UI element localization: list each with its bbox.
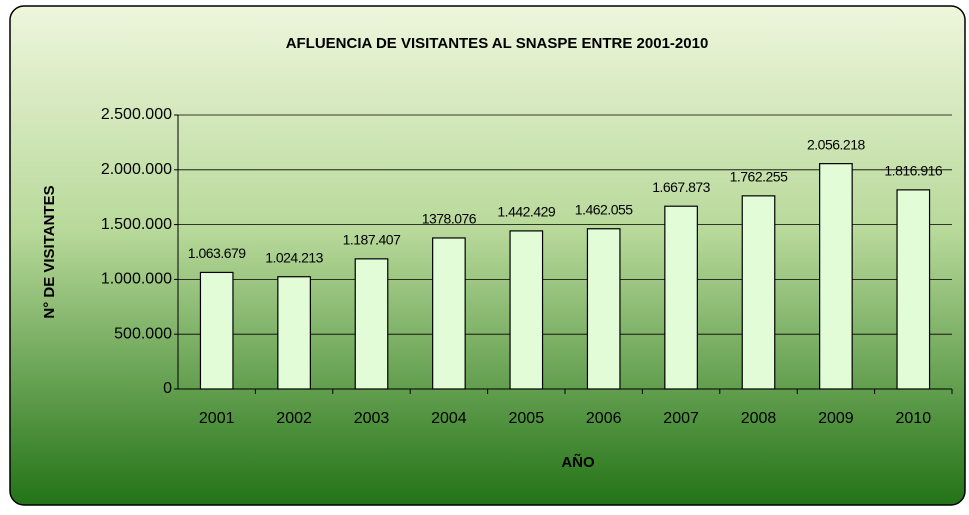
x-tick-label: 2009 <box>818 410 854 427</box>
x-axis-title: AÑO <box>561 453 595 471</box>
data-label: 2.056.218 <box>807 136 865 152</box>
data-label: 1.816.916 <box>884 163 942 179</box>
y-tick-label: 2.000.000 <box>101 161 172 178</box>
x-tick-label: 2003 <box>354 410 390 427</box>
bar <box>199 271 234 390</box>
data-label: 1.187.407 <box>343 232 401 248</box>
x-tick-label: 2008 <box>741 410 777 427</box>
bar <box>896 189 931 390</box>
data-label: 1.063.679 <box>188 245 246 261</box>
bar <box>354 258 389 390</box>
bar <box>432 237 466 390</box>
chart-background <box>9 5 966 506</box>
x-tick-label: 2006 <box>586 410 622 427</box>
y-tick-label: 500.000 <box>114 325 172 342</box>
data-label: 1.462.055 <box>575 201 633 217</box>
bar <box>277 276 311 390</box>
data-label: 1.442.429 <box>497 204 555 220</box>
bar <box>664 205 698 390</box>
x-tick-label: 2004 <box>431 410 467 427</box>
data-label: 1.667.873 <box>652 179 710 195</box>
x-tick-label: 2010 <box>896 410 932 427</box>
y-axis-title: N° DE VISITANTES <box>41 185 58 318</box>
x-tick-label: 2002 <box>276 410 312 427</box>
bar <box>586 228 621 390</box>
bar <box>741 195 776 390</box>
chart-title: AFLUENCIA DE VISITANTES AL SNASPE ENTRE … <box>286 35 709 52</box>
y-tick-label: 2.500.000 <box>101 106 172 123</box>
data-label: 1378.076 <box>422 211 477 227</box>
x-tick-label: 2001 <box>199 410 235 427</box>
bar <box>819 163 853 390</box>
data-label: 1.024.213 <box>265 249 323 265</box>
y-tick-label: 1.500.000 <box>101 216 172 233</box>
x-tick-label: 2005 <box>509 410 545 427</box>
y-tick-label: 0 <box>163 380 172 397</box>
data-label: 1.762.255 <box>730 169 788 185</box>
bar <box>509 230 544 390</box>
x-tick-label: 2007 <box>663 410 699 427</box>
y-tick-label: 1.000.000 <box>101 271 172 288</box>
